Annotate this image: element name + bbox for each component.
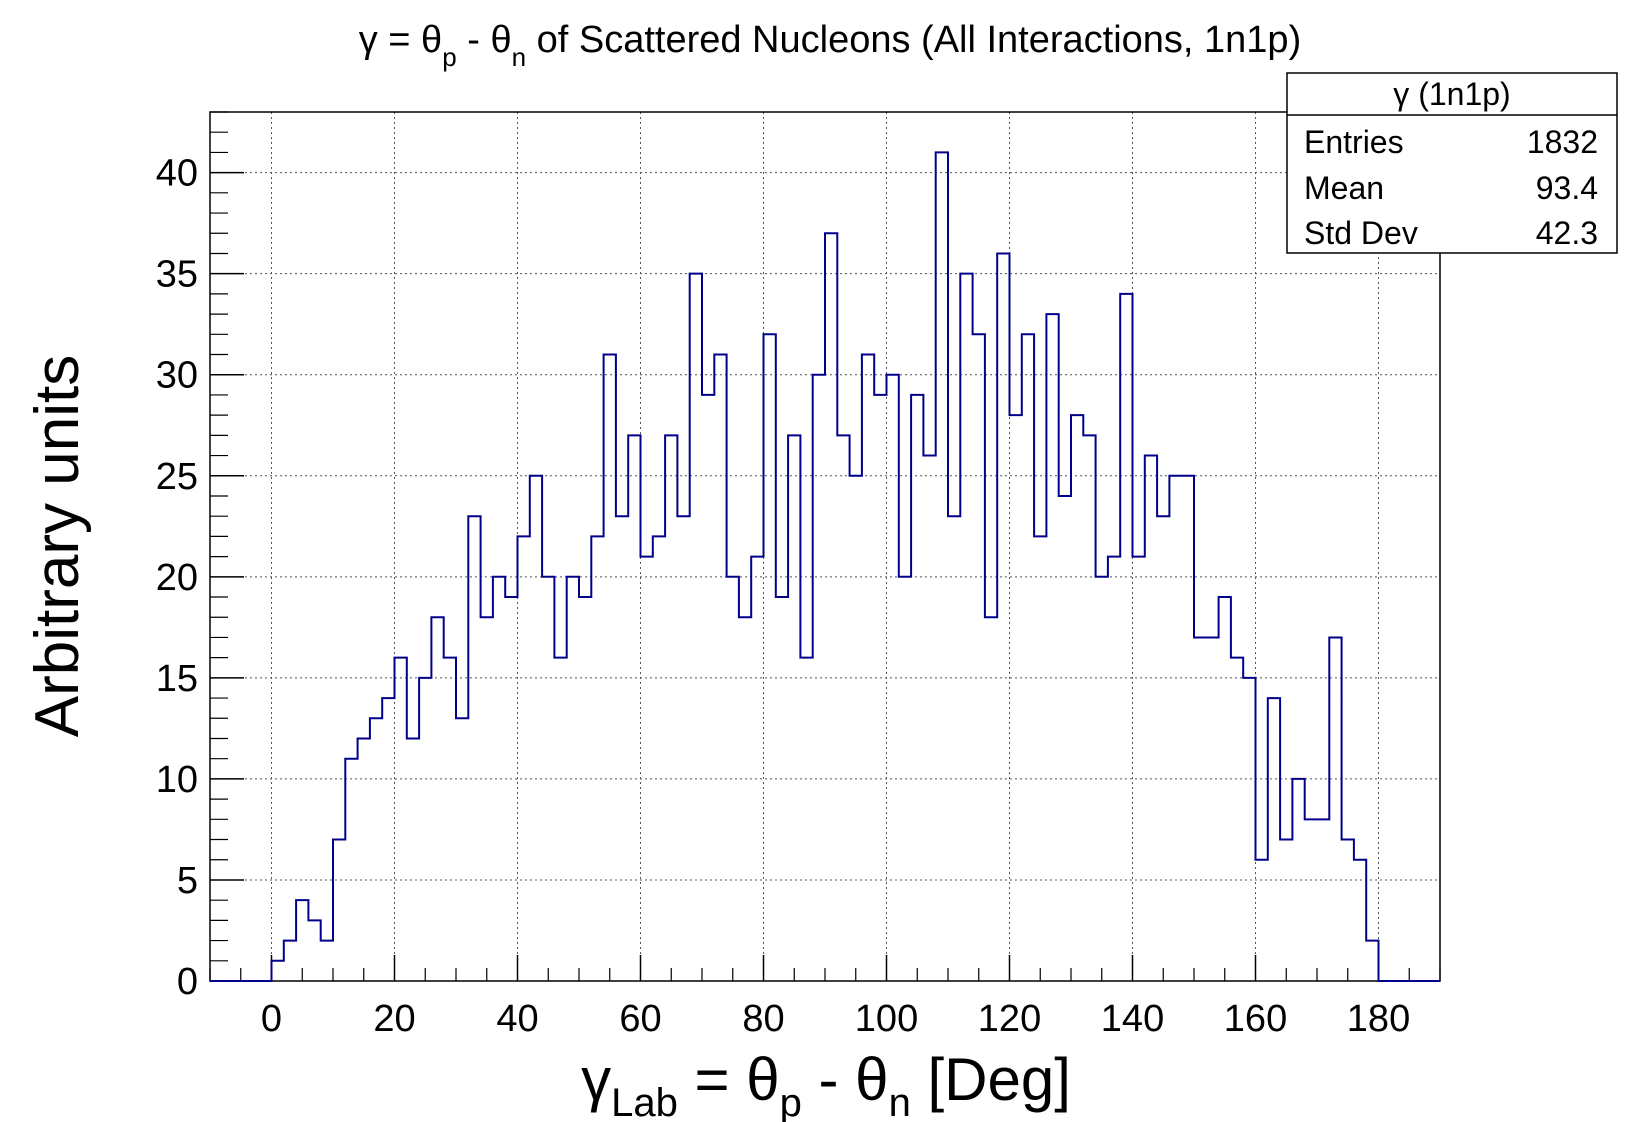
y-tick-label: 40: [156, 153, 198, 195]
x-tick-label: 0: [261, 998, 282, 1040]
x-tick-label: 180: [1347, 998, 1410, 1040]
stats-label-entries: Entries: [1304, 124, 1404, 160]
histogram-line: [210, 151, 1440, 982]
y-tick-label: 35: [156, 254, 198, 296]
y-tick-label: 30: [156, 355, 198, 397]
x-tick-label: 20: [373, 998, 415, 1040]
stats-value-entries: 1832: [1527, 124, 1598, 160]
y-tick-label: 15: [156, 658, 198, 700]
x-tick-label: 80: [742, 998, 784, 1040]
stats-box-title: γ (1n1p): [1393, 76, 1510, 112]
x-tick-label: 160: [1224, 998, 1287, 1040]
y-tick-label: 20: [156, 557, 198, 599]
y-axis: 0 5 10 15 20 25 30 35 40: [156, 111, 244, 1003]
x-axis: 0 20 40 60 80 100 120 140 160 180: [209, 955, 1441, 1040]
y-tick-label: 5: [177, 860, 198, 902]
y-tick-label: 0: [177, 961, 198, 1003]
stats-label-mean: Mean: [1304, 170, 1384, 206]
x-tick-label: 120: [978, 998, 1041, 1040]
stats-value-stddev: 42.3: [1536, 215, 1598, 251]
x-tick-label: 140: [1101, 998, 1164, 1040]
chart-title: γ = θp - θn of Scattered Nucleons (All I…: [359, 19, 1301, 72]
stats-box: γ (1n1p) Entries 1832 Mean 93.4 Std Dev …: [1286, 72, 1618, 254]
stats-label-stddev: Std Dev: [1304, 215, 1418, 251]
stats-value-mean: 93.4: [1536, 170, 1598, 206]
x-tick-label: 60: [619, 998, 661, 1040]
y-tick-label: 10: [156, 759, 198, 801]
y-axis-label: Arbitrary units: [23, 355, 92, 737]
x-tick-label: 100: [855, 998, 918, 1040]
x-tick-label: 40: [496, 998, 538, 1040]
x-axis-label: γLab = θp - θn [Deg]: [581, 1046, 1071, 1122]
y-tick-label: 25: [156, 456, 198, 498]
